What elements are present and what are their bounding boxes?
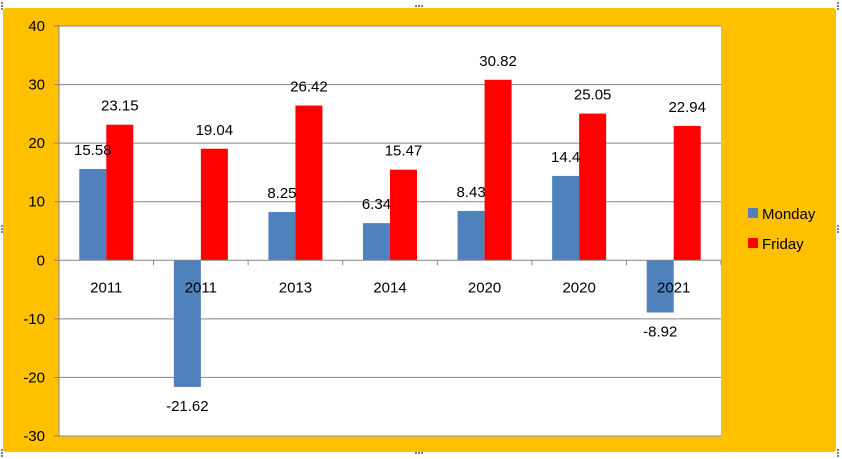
data-label-monday: 6.34 — [362, 196, 391, 213]
category-label: 2011 — [90, 279, 122, 296]
resize-handle-dot — [1, 452, 3, 454]
data-label-monday: -21.62 — [166, 398, 209, 415]
bar-friday[interactable] — [390, 169, 417, 261]
category-labels: 2011 2011 2013 2014 2020 2020 2021 — [90, 279, 690, 296]
data-label-friday: 15.47 — [385, 143, 423, 160]
y-tick-label: 40 — [28, 18, 45, 35]
category-label: 2014 — [373, 279, 406, 296]
legend[interactable]: Monday Friday — [748, 206, 816, 253]
bar-monday[interactable] — [79, 169, 107, 261]
resize-handle-dot — [421, 5, 423, 7]
resize-handle-dot — [415, 5, 417, 7]
category-label: 2011 — [185, 279, 217, 296]
data-label-friday: 23.15 — [101, 98, 139, 115]
resize-handle-dot — [1, 455, 3, 457]
resize-handle-dot — [1, 228, 3, 230]
bar-friday[interactable] — [673, 125, 701, 261]
resize-handle-dot — [837, 5, 839, 7]
resize-handle-dot — [837, 455, 839, 457]
bar-friday[interactable] — [200, 148, 228, 261]
bars — [79, 79, 701, 387]
resize-handle-dot — [1, 225, 3, 227]
y-tick-label: -30 — [23, 428, 45, 445]
resize-handle-dot — [837, 2, 839, 4]
bar-monday[interactable] — [173, 260, 201, 387]
resize-handle-dot — [1, 8, 3, 10]
y-tick-label: -10 — [23, 311, 45, 328]
bar-friday[interactable] — [295, 105, 323, 261]
resize-handle-dot — [837, 228, 839, 230]
bar-monday[interactable] — [552, 175, 580, 261]
legend-swatch-monday — [748, 208, 758, 218]
resize-handle-dot — [1, 231, 3, 233]
data-label-monday: -8.92 — [643, 324, 677, 341]
bar-monday[interactable] — [363, 223, 390, 261]
bar-friday[interactable] — [579, 113, 607, 261]
resize-handle-dot — [837, 8, 839, 10]
category-label: 2020 — [468, 279, 501, 296]
y-tick-label: 0 — [37, 252, 45, 269]
resize-handle-dot — [421, 452, 423, 454]
resize-handle-dot — [837, 449, 839, 451]
bar-monday[interactable] — [457, 210, 485, 261]
resize-handle-dot — [837, 225, 839, 227]
bar-friday[interactable] — [484, 79, 512, 261]
resize-handle-dot — [1, 449, 3, 451]
y-tick-label: 20 — [28, 135, 45, 152]
resize-handle-dot — [1, 2, 3, 4]
data-labels: 15.58 -21.62 8.25 6.34 8.43 14.4 -8.92 23.15 19.… — [74, 53, 706, 415]
category-label: 2020 — [562, 279, 595, 296]
data-label-monday: 14.4 — [551, 149, 580, 166]
resize-handle-dot — [837, 452, 839, 454]
category-label: 2021 — [657, 279, 690, 296]
resize-handle-dot — [418, 5, 420, 7]
legend-swatch-friday — [748, 238, 758, 248]
data-label-monday: 8.43 — [456, 184, 485, 201]
y-tick-label: 30 — [28, 77, 45, 94]
category-axis — [58, 259, 722, 266]
data-label-monday: 8.25 — [267, 185, 296, 202]
bar-friday[interactable] — [106, 124, 134, 261]
data-label-monday: 15.58 — [74, 142, 112, 159]
data-label-friday: 19.04 — [196, 122, 234, 139]
category-label: 2013 — [279, 279, 312, 296]
y-tick-label: -20 — [23, 369, 45, 386]
y-axis-ticks: 40 30 20 10 0 -10 -20 -30 — [23, 18, 60, 445]
resize-handle-dot — [418, 452, 420, 454]
data-label-friday: 25.05 — [574, 87, 612, 104]
resize-handle-dot — [837, 231, 839, 233]
legend-label-friday: Friday — [762, 236, 804, 253]
data-label-friday: 22.94 — [668, 99, 706, 116]
data-label-friday: 30.82 — [479, 53, 517, 70]
resize-handle-dot — [1, 5, 3, 7]
data-label-friday: 26.42 — [290, 79, 328, 96]
legend-label-monday: Monday — [762, 206, 816, 223]
bar-monday[interactable] — [268, 211, 296, 261]
bar-monday[interactable] — [646, 260, 674, 313]
y-tick-label: 10 — [28, 194, 45, 211]
resize-handle-dot — [415, 452, 417, 454]
